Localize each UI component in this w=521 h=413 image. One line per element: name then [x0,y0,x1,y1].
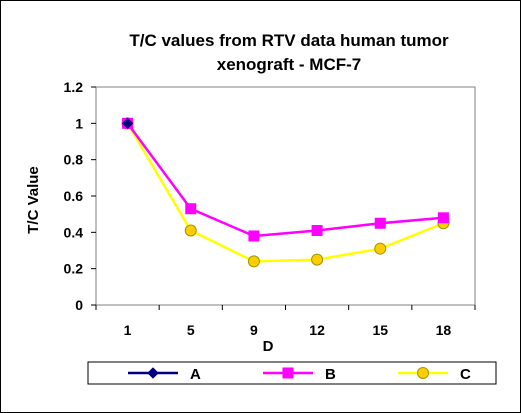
x-tick-label: 9 [250,322,258,338]
y-tick-label: 1.2 [64,79,84,95]
data-point-C [247,255,260,268]
x-tick-label: 18 [436,322,452,338]
legend-marker-A [147,367,159,379]
legend-label-B: B [325,366,336,383]
x-tick-label: 5 [187,322,195,338]
data-point-B [185,203,197,215]
y-tick-label: 1 [75,115,83,131]
legend-marker-B [282,367,294,379]
y-axis-label: T/C Value [25,166,42,234]
y-tick-label: 0 [75,297,83,313]
series-line-C [126,122,444,263]
plot-area [95,86,476,306]
data-point-A [121,117,134,130]
x-axis-label: D [263,338,274,355]
legend-marker-C [417,367,429,379]
y-tick-label: 0.6 [64,188,84,204]
data-point-B [311,225,323,237]
y-tick-label: 0.2 [64,261,84,277]
data-point-C [374,242,387,255]
data-point-B [248,230,260,242]
legend-label-C: C [460,366,471,383]
x-tick-label: 15 [372,322,388,338]
legend-label-A: A [190,366,201,383]
x-tick-label: 12 [309,322,325,338]
data-point-B [374,217,386,229]
data-point-C [184,224,197,237]
chart-title-line2: xenograft - MCF-7 [217,55,362,74]
x-tick-label: 1 [124,322,132,338]
series-line-B [126,122,444,238]
chart-title-line1: T/C values from RTV data human tumor [129,31,449,50]
y-tick-label: 0.8 [64,152,84,168]
y-tick-label: 0.4 [64,224,84,240]
data-point-C [311,253,324,266]
data-point-B [437,212,449,224]
